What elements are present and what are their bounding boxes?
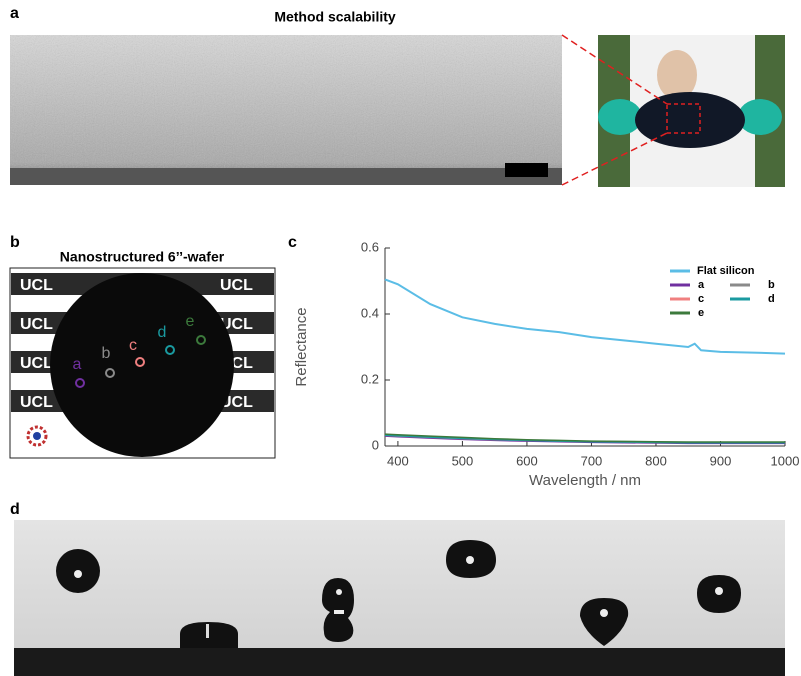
legend-label: c <box>698 293 704 305</box>
wafer-photo <box>598 35 785 187</box>
panel-label: b <box>10 234 20 251</box>
x-tick-label: 900 <box>710 453 732 468</box>
wafer-point-label: d <box>158 324 167 341</box>
chart: 0 0.2 0.4 0.6 400 500 600 700 800 900 1000 Waveleng… <box>293 239 799 489</box>
legend-label: a <box>698 279 705 291</box>
legend-label: e <box>698 307 704 319</box>
series-line <box>385 279 785 353</box>
legend-label: b <box>768 279 775 291</box>
y-tick-label: 0.6 <box>361 239 379 254</box>
legend-label: Flat silicon <box>697 265 755 277</box>
y-tick-label: 0 <box>372 437 379 452</box>
panel-title: Method scalability <box>274 9 396 25</box>
x-tick-label: 700 <box>581 453 603 468</box>
wafer-point-label: a <box>73 356 82 373</box>
panel-label: a <box>10 5 19 22</box>
x-tick-label: 1000 <box>771 453 800 468</box>
svg-text:UCL: UCL <box>220 277 253 294</box>
svg-text:UCL: UCL <box>20 394 53 411</box>
y-tick-label: 0.4 <box>361 305 379 320</box>
y-axis-label: Reflectance <box>293 307 310 386</box>
legend-label: d <box>768 293 775 305</box>
x-tick-label: 400 <box>387 453 409 468</box>
x-axis-label: Wavelength / nm <box>529 472 641 489</box>
figure: a Method scalability b Nanostructured 6’… <box>0 0 801 676</box>
panel-title: Nanostructured 6’’-wafer <box>60 249 225 265</box>
svg-text:UCL: UCL <box>20 277 53 294</box>
x-tick-label: 600 <box>516 453 538 468</box>
svg-text:UCL: UCL <box>20 355 53 372</box>
wafer-point-label: c <box>129 337 137 354</box>
y-tick-label: 0.2 <box>361 371 379 386</box>
sem-image <box>10 35 562 185</box>
droplet-image <box>14 520 785 676</box>
wafer-point-label: b <box>102 345 111 362</box>
panel-label: c <box>288 234 297 251</box>
x-tick-label: 500 <box>452 453 474 468</box>
panel-label: d <box>10 501 20 518</box>
wafer-point-label: e <box>186 313 195 330</box>
svg-text:UCL: UCL <box>20 316 53 333</box>
x-tick-label: 800 <box>645 453 667 468</box>
